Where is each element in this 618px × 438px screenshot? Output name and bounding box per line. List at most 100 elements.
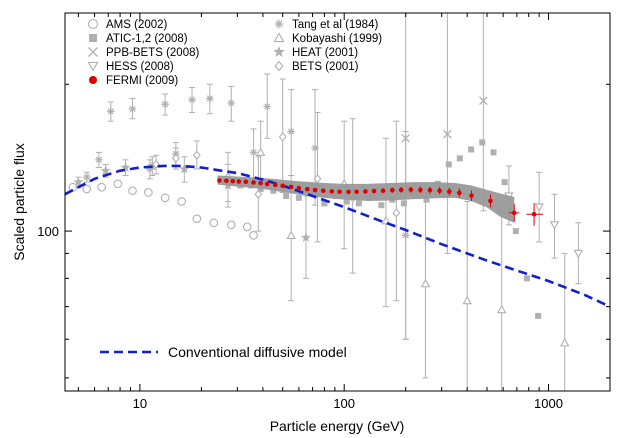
plot-area: Conventional diffusive model <box>65 13 610 391</box>
data-point <box>321 200 328 207</box>
legend-entry-atic-1-2-2008: ATIC-1,2 (2008) <box>89 33 188 45</box>
data-point <box>152 159 161 170</box>
data-point <box>263 102 272 111</box>
legend-marker <box>274 60 284 72</box>
data-point <box>224 178 229 184</box>
data-point <box>95 156 103 164</box>
data-point <box>113 179 123 189</box>
series-heat-2001 <box>73 156 311 279</box>
data-point <box>479 139 486 146</box>
data-point <box>257 185 264 192</box>
data-point <box>296 185 302 191</box>
data-point <box>398 187 404 193</box>
data-point <box>378 202 385 209</box>
data-point <box>354 189 359 195</box>
data-point <box>437 188 442 194</box>
data-point <box>408 187 414 192</box>
data-point <box>381 215 391 225</box>
data-point <box>177 197 186 206</box>
data-point <box>371 188 377 194</box>
legend-marker <box>89 34 97 42</box>
data-point <box>496 304 507 314</box>
data-point <box>160 193 170 203</box>
data-point <box>120 162 131 172</box>
legend-marker <box>274 19 284 29</box>
data-point <box>83 173 91 181</box>
data-point <box>524 275 531 282</box>
data-point <box>272 182 278 188</box>
data-point <box>488 198 493 204</box>
data-point <box>264 181 270 187</box>
legend-entry-kobayashi-1999: Kobayashi (1999) <box>273 32 382 45</box>
data-point <box>427 187 433 193</box>
axes: 10 100 1000 100 <box>37 13 611 411</box>
data-point <box>445 161 452 168</box>
data-point <box>280 183 285 189</box>
x-tick-label: 1000 <box>534 396 563 411</box>
data-point <box>143 188 153 197</box>
legend-label: Tang et al (1984) <box>292 19 378 31</box>
legend-label: HEAT (2001) <box>292 47 358 59</box>
data-point <box>217 178 222 183</box>
data-point <box>534 203 544 213</box>
data-point <box>401 231 410 240</box>
data-point <box>286 230 296 239</box>
data-point <box>337 189 342 195</box>
data-point <box>100 165 111 175</box>
data-point <box>329 189 335 194</box>
data-point <box>249 231 258 240</box>
data-point <box>82 184 92 194</box>
data-point <box>243 179 249 185</box>
data-point <box>479 96 488 106</box>
x-tick-label: 10 <box>133 396 147 411</box>
data-point <box>128 105 137 113</box>
data-point <box>462 295 472 305</box>
data-point <box>420 278 431 288</box>
data-point <box>258 180 263 186</box>
legend-entry-tang-et-al-1984: Tang et al (1984) <box>274 19 378 31</box>
plot-frame <box>64 12 611 392</box>
legend-marker <box>88 47 98 57</box>
legend-label: HESS (2008) <box>106 61 174 73</box>
data-point <box>549 221 560 230</box>
data-point <box>171 153 180 163</box>
data-point <box>447 189 452 194</box>
data-point <box>73 176 84 187</box>
legend-label: ATIC-1,2 (2008) <box>106 33 188 45</box>
series-fermi <box>217 178 544 226</box>
data-point <box>230 178 236 184</box>
data-point <box>249 148 258 157</box>
legend-marker <box>273 32 285 43</box>
data-point <box>287 127 295 136</box>
legend-marker <box>87 61 99 72</box>
data-point <box>242 222 252 232</box>
data-point <box>501 179 508 186</box>
data-point <box>400 200 407 207</box>
legend-label: BETS (2001) <box>292 61 359 73</box>
data-point <box>206 94 214 103</box>
data-point <box>227 99 236 107</box>
data-point <box>161 100 169 109</box>
data-point <box>188 95 196 104</box>
data-point <box>226 220 236 230</box>
data-point <box>278 132 287 142</box>
data-point <box>106 107 115 116</box>
legend: AMS (2002) ATIC-1,2 (2008) PPB-BETS (2008)… <box>87 18 382 87</box>
data-point <box>251 180 256 185</box>
data-point <box>209 218 219 228</box>
x-tick-label: 100 <box>333 396 355 411</box>
data-point <box>343 198 350 205</box>
data-point <box>423 196 430 203</box>
data-point <box>456 155 463 162</box>
legend-marker <box>273 46 285 57</box>
data-point <box>305 186 310 192</box>
data-point <box>355 200 362 207</box>
data-point <box>312 187 318 193</box>
legend-marker <box>89 76 97 84</box>
data-point <box>255 147 266 156</box>
data-point <box>320 188 326 194</box>
data-point <box>270 187 277 194</box>
data-point <box>192 214 202 224</box>
data-point <box>346 189 351 195</box>
